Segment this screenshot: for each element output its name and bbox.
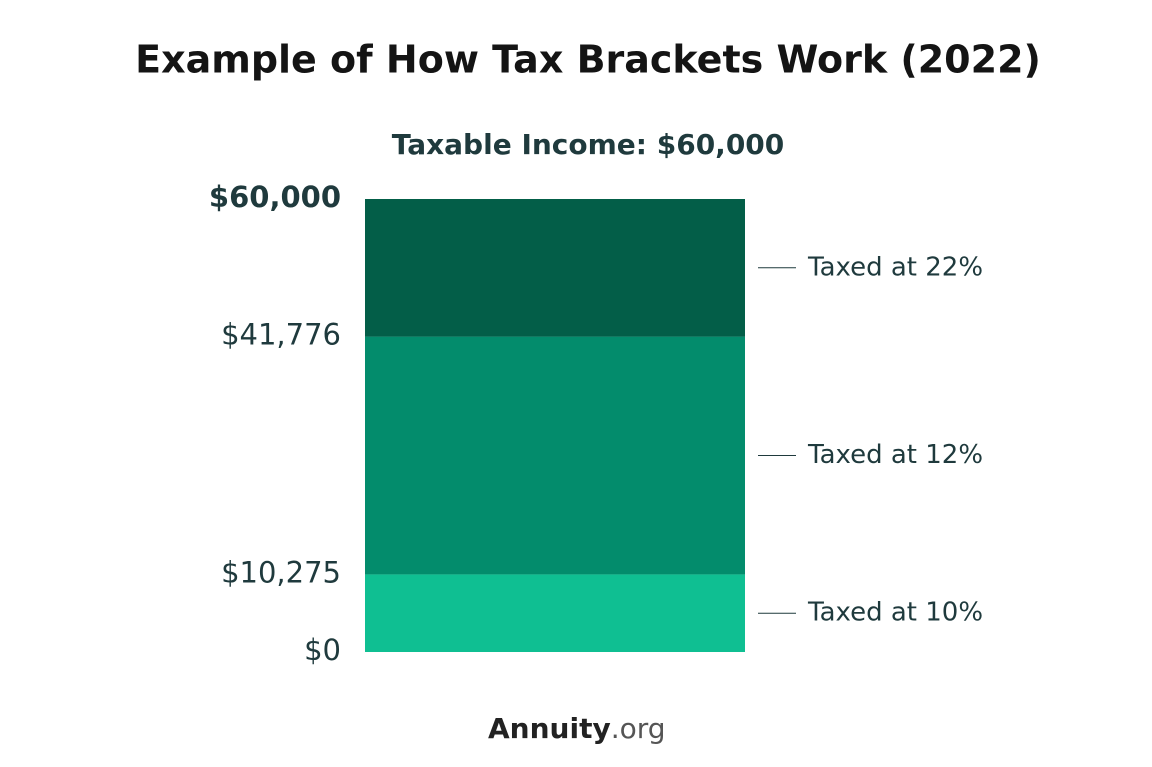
- segment-label: Taxed at 22%: [807, 252, 983, 282]
- brand: Annuity: [488, 712, 611, 745]
- bar-segment: [365, 574, 745, 652]
- bar-segment: [365, 199, 745, 337]
- footer-brand: Annuity.org: [488, 712, 666, 745]
- y-tick-label: $60,000: [209, 180, 341, 214]
- y-tick-label: $0: [304, 633, 341, 667]
- segment-label: Taxed at 10%: [807, 598, 983, 628]
- chart-title: Example of How Tax Brackets Work (2022): [135, 38, 1041, 82]
- bar-segment: [365, 336, 745, 575]
- y-tick-label: $10,275: [221, 555, 341, 589]
- brand-suffix: .org: [611, 712, 666, 745]
- chart-subtitle: Taxable Income: $60,000: [392, 128, 785, 161]
- segment-label: Taxed at 12%: [807, 440, 983, 470]
- y-tick-label: $41,776: [221, 318, 341, 352]
